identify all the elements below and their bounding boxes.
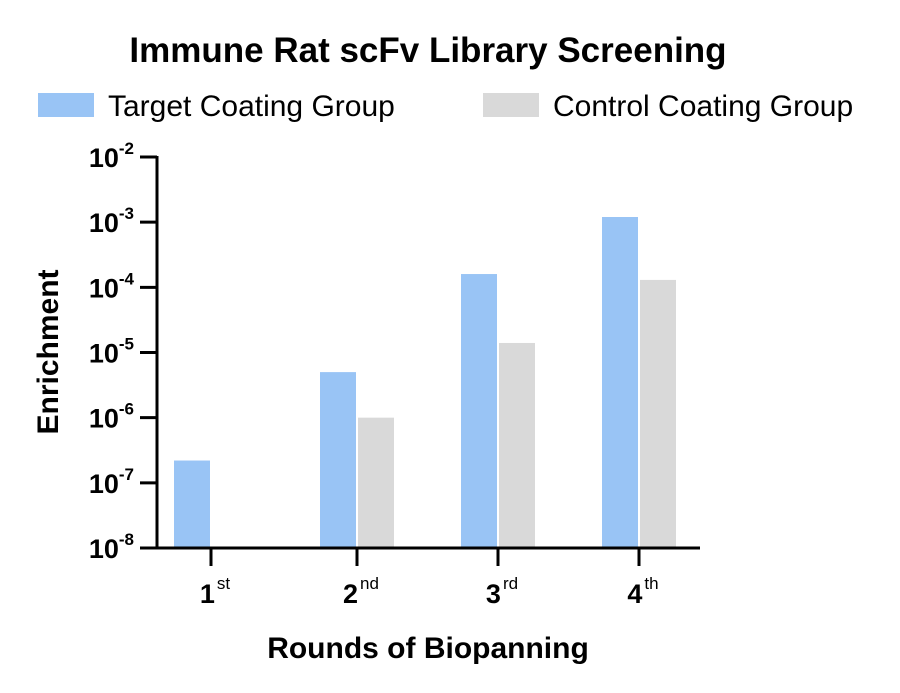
y-tick-label-7: 10-8 [89,530,134,564]
y-tick-label-3: 10-4 [89,269,135,303]
x-axis-title: Rounds of Biopanning [267,632,589,665]
bar-series1-round4 [602,217,638,548]
y-tick-label-4: 10-5 [89,335,134,369]
y-tick-label-6: 10-7 [89,465,134,499]
legend-label-1: Target Coating Group [108,90,395,123]
y-tick-label-1: 10-2 [89,139,134,173]
legend-swatch-2 [483,93,539,117]
bars-group [174,217,676,548]
y-axis-title: Enrichment [32,269,65,434]
bar-series1-round3 [461,274,497,548]
bar-series1-round1 [174,460,210,548]
bar-series2-round3 [499,342,535,548]
bar-series1-round2 [320,372,356,548]
bar-series2-round2 [358,417,394,548]
y-axis-ticks: 10-2 10-3 10-4 10-5 10-6 10-7 10-8 [89,139,157,564]
chart-title: Immune Rat scFv Library Screening [129,31,726,70]
legend: Target Coating Group Control Coating Grou… [38,90,853,123]
y-tick-label-5: 10-6 [89,400,134,434]
bar-series2-round4 [640,279,676,548]
legend-label-2: Control Coating Group [553,90,853,123]
y-tick-label-2: 10-3 [89,204,134,238]
legend-swatch-1 [38,93,94,117]
